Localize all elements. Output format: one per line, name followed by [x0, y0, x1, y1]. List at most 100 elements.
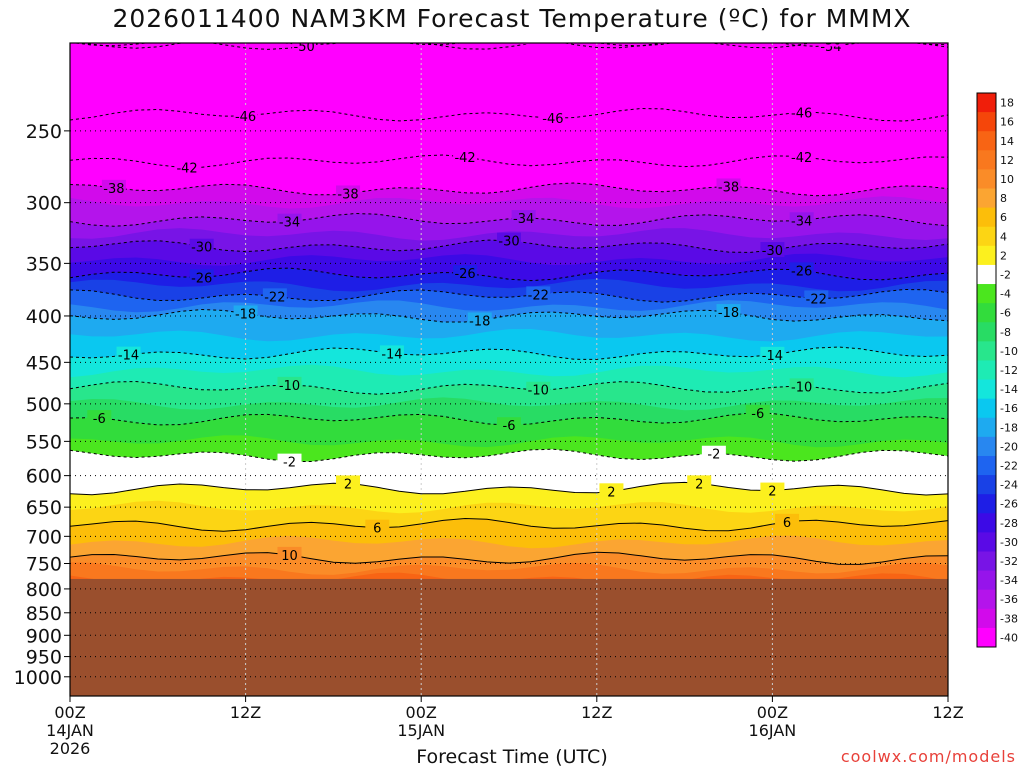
contour-line [70, 517, 948, 532]
contour-label-bg [789, 378, 814, 394]
contour-line [70, 267, 948, 282]
colorbar-label: 2 [1000, 249, 1007, 262]
colorbar-label: -20 [1000, 440, 1018, 453]
contour-label: -18 [718, 306, 739, 321]
surface-layer [70, 578, 948, 696]
colorbar-label: 18 [1000, 97, 1014, 110]
contour-label: -26 [791, 264, 812, 279]
contour-label: -54 [206, 32, 227, 47]
contour-label-bg [804, 290, 829, 306]
colorbar-swatch [977, 150, 996, 170]
contour-label-bg [789, 212, 814, 228]
contour-label: -54 [820, 40, 841, 55]
contour-label: -6 [93, 412, 106, 427]
contour-label-bg [467, 312, 492, 328]
colorbar-swatch [977, 551, 996, 572]
contour-label: -50 [820, 33, 841, 48]
x-tick-label: 12Z [581, 703, 612, 722]
colorbar-swatch [977, 417, 996, 438]
colorbar-swatch [977, 627, 996, 648]
colorbar-label: 6 [1000, 211, 1007, 224]
y-tick-label: 250 [26, 121, 62, 143]
contour-label-bg [716, 304, 741, 320]
contour-label: 2 [607, 485, 615, 500]
colorbar-swatch [977, 532, 996, 552]
colorbar-swatch [977, 398, 996, 419]
credit-text[interactable]: coolwx.com/models [840, 747, 1016, 766]
contour-label: -22 [264, 290, 285, 305]
contour-label-bg [336, 185, 361, 201]
colorbar-label: -38 [1000, 612, 1018, 625]
contour-label: -22 [806, 292, 827, 307]
contour-label-bg [262, 288, 287, 304]
contour-label-bg [175, 159, 200, 175]
colorbar-swatch [977, 93, 996, 113]
colorbar-label: 4 [1000, 230, 1007, 243]
contour-label: -14 [381, 347, 402, 362]
contour-label-bg [87, 410, 112, 426]
contour-label: -6 [751, 407, 764, 422]
colorbar-swatch [977, 379, 996, 400]
contour-label-bg [379, 345, 404, 361]
x-tick-label: 15JAN [397, 721, 445, 740]
contour-label-bg [189, 269, 214, 285]
colorbar-swatch [977, 245, 996, 266]
contour-label-bg [745, 404, 770, 420]
contour-label: 10 [281, 549, 298, 564]
contour-label: -46 [542, 112, 563, 127]
contour-label-bg [497, 232, 521, 248]
gridlines [70, 43, 948, 696]
contour-label: 6 [373, 522, 381, 537]
colorbar-frame [976, 92, 997, 648]
colorbar-label: -6 [1000, 307, 1011, 320]
colorbar-label: 14 [1000, 135, 1014, 148]
contour-lines: -54-54-50-50 -50-46 -46 -46-42-42 -42-38 -38-… [70, 31, 948, 565]
colorbar-swatch [977, 513, 996, 533]
colorbar-label: -8 [1000, 326, 1011, 339]
colorbar-swatch [977, 475, 996, 495]
contour-line [72, 43, 948, 50]
contour-label: -34 [791, 214, 812, 229]
contour-label: -42 [791, 151, 812, 166]
colorbar-label: -12 [1000, 364, 1018, 377]
contour-label: -10 [279, 379, 300, 394]
contour-label: -38 [718, 180, 739, 195]
y-tick-label: 850 [26, 603, 62, 625]
contour-label-bg [277, 213, 302, 229]
contour-label: -38 [103, 182, 124, 197]
colorbar-label: -14 [1000, 383, 1018, 396]
contour-label-bg [760, 346, 785, 362]
chart-title: 2026011400 NAM3KM Forecast Temperature (… [112, 4, 912, 33]
contour-label-bg [526, 381, 551, 397]
contour-label: -2 [707, 448, 720, 463]
y-tick-label: 950 [26, 647, 62, 669]
contour-label: -34 [513, 212, 534, 227]
colorbar-label: -4 [1000, 288, 1011, 301]
y-tick-label: 1000 [14, 667, 62, 689]
contour-label-bg [277, 376, 302, 392]
contour-label: -50 [513, 31, 534, 46]
colorbar-label: 10 [1000, 173, 1014, 186]
contour-label: -42 [454, 151, 475, 166]
y-tick-label: 650 [26, 497, 62, 519]
contour-label: -14 [118, 349, 139, 364]
contour-label-bg [101, 179, 126, 195]
colorbar-label: -22 [1000, 460, 1018, 473]
colorbar-swatch [977, 303, 996, 323]
colorbar-label: -32 [1000, 555, 1018, 568]
colorbar-swatch [977, 494, 996, 514]
contour-label: 2 [768, 485, 776, 500]
x-tick-label: 00Z [757, 703, 788, 722]
colorbar-swatch [977, 436, 996, 457]
colorbar: 18 16 14 12 10 8 6 4 2 -2 -4 -6 -8 -10 -12 -14 -16 -18 -20… [976, 92, 1018, 648]
colorbar-label: -2 [1000, 268, 1011, 281]
x-axis-label: Forecast Time (UTC) [416, 746, 608, 768]
contour-label: -26 [454, 267, 475, 282]
colorbar-label: -16 [1000, 402, 1018, 415]
contour-label: -30 [191, 241, 212, 256]
contour-label-bg [760, 482, 785, 498]
y-tick-label: 450 [26, 352, 62, 374]
colorbar-swatch [977, 455, 996, 476]
contour-label: -34 [279, 216, 300, 231]
